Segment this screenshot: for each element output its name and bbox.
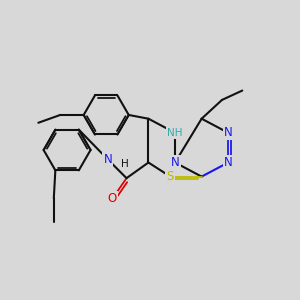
Text: N: N: [103, 153, 112, 166]
Text: N: N: [224, 126, 233, 139]
Text: N: N: [171, 156, 179, 169]
Text: S: S: [167, 170, 174, 183]
Text: H: H: [121, 159, 129, 169]
Text: NH: NH: [167, 128, 183, 138]
Text: O: O: [108, 192, 117, 205]
Text: N: N: [224, 156, 233, 169]
